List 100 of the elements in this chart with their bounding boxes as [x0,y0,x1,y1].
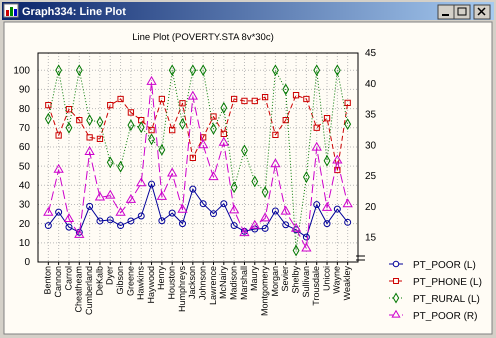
point [116,207,126,216]
point [200,134,206,141]
point [138,116,144,124]
point [146,76,156,85]
point [158,217,166,224]
x-tick-label: Unicoi [321,266,332,292]
legend-label: PT_PHONE (L) [413,277,482,288]
point [96,136,104,142]
point [291,223,301,232]
point [282,116,289,124]
x-tick-label: Humphreys [176,266,187,312]
x-tick-label: Marshall [238,266,249,300]
point [220,130,227,138]
y-tick-label: 40 [18,180,30,192]
x-tick-label: Johnson [198,266,208,300]
x-tick-label: Cheatheam [74,266,84,313]
point [148,180,156,188]
point [179,220,186,228]
y2-tick-label: 35 [365,110,377,121]
y-tick-label: 60 [18,142,30,154]
point [332,155,342,164]
y2-tick-label: 20 [365,202,377,213]
y2-tick-label: 30 [365,140,377,152]
y-tick-label: 10 [18,238,30,250]
point [169,126,176,134]
point [66,106,72,112]
point [157,191,167,200]
point [210,210,217,218]
y-tick-label: 20 [18,218,30,230]
point [208,172,218,180]
y-tick-label: 70 [18,122,30,134]
y2-tick-label: 40 [365,78,377,90]
point [230,96,238,102]
y-tick-label: 80 [18,104,30,115]
legend-label: PT_RURAL (L) [413,294,480,305]
point [210,113,217,120]
point [251,226,258,232]
point [198,140,208,148]
point [303,96,310,102]
point [45,102,52,108]
x-tick-label: Greene [125,266,136,296]
x-tick-label: Cannon [53,266,64,298]
x-tick-label: Houston [166,266,177,300]
x-tick-label: Wayne [332,266,342,294]
point [322,202,332,211]
x-tick-label: Morgan [270,266,280,297]
point [107,102,114,108]
point [54,164,64,173]
x-tick-label: Gibson [114,266,125,295]
point [188,91,198,100]
x-tick-label: Jackson [187,266,198,300]
x-tick-label: Carrol [63,266,74,291]
point [138,212,145,220]
y-tick-label: 30 [18,200,30,211]
point [128,109,134,116]
point [86,202,94,210]
point [105,190,116,199]
point [262,94,268,100]
point [262,224,269,232]
point [148,126,155,134]
x-tick-label: Benton [42,266,53,295]
x-tick-label: DeKalb [94,266,104,296]
x-tick-label: McNairy [218,266,228,299]
point [272,132,279,138]
point [282,221,290,228]
point [179,100,186,106]
point [334,166,340,174]
x-tick-label: Madison [228,266,239,300]
point [136,178,146,186]
y2-tick-label: 15 [365,232,377,244]
chart-title: Line Plot (POVERTY.STA 8v*30c) [132,32,274,43]
point [270,158,280,168]
point [64,214,74,222]
x-tick-label: Henry [156,266,166,290]
y2-tick-label: 45 [365,48,377,60]
point [302,243,312,252]
point [96,217,104,224]
y-tick-label: 50 [18,161,30,172]
point [241,98,248,104]
x-tick-label: Dyer [104,266,115,286]
x-tick-label: Lawrence [208,266,218,306]
point [117,222,124,230]
point [344,100,351,106]
legend-label: PT_POOR (L) [413,260,476,271]
point [302,234,310,241]
point [219,137,229,146]
point [229,204,239,214]
point [190,154,196,162]
x-tick-label: Maury [249,266,260,292]
point [117,96,124,102]
point [230,222,238,230]
point [178,204,188,213]
point [324,115,330,122]
point [324,220,331,228]
legend-label: PT_POOR (R) [413,311,478,322]
point [86,134,93,141]
point [65,224,72,231]
point [200,200,207,208]
point [56,132,62,139]
x-tick-label: Hawkins [136,266,146,300]
